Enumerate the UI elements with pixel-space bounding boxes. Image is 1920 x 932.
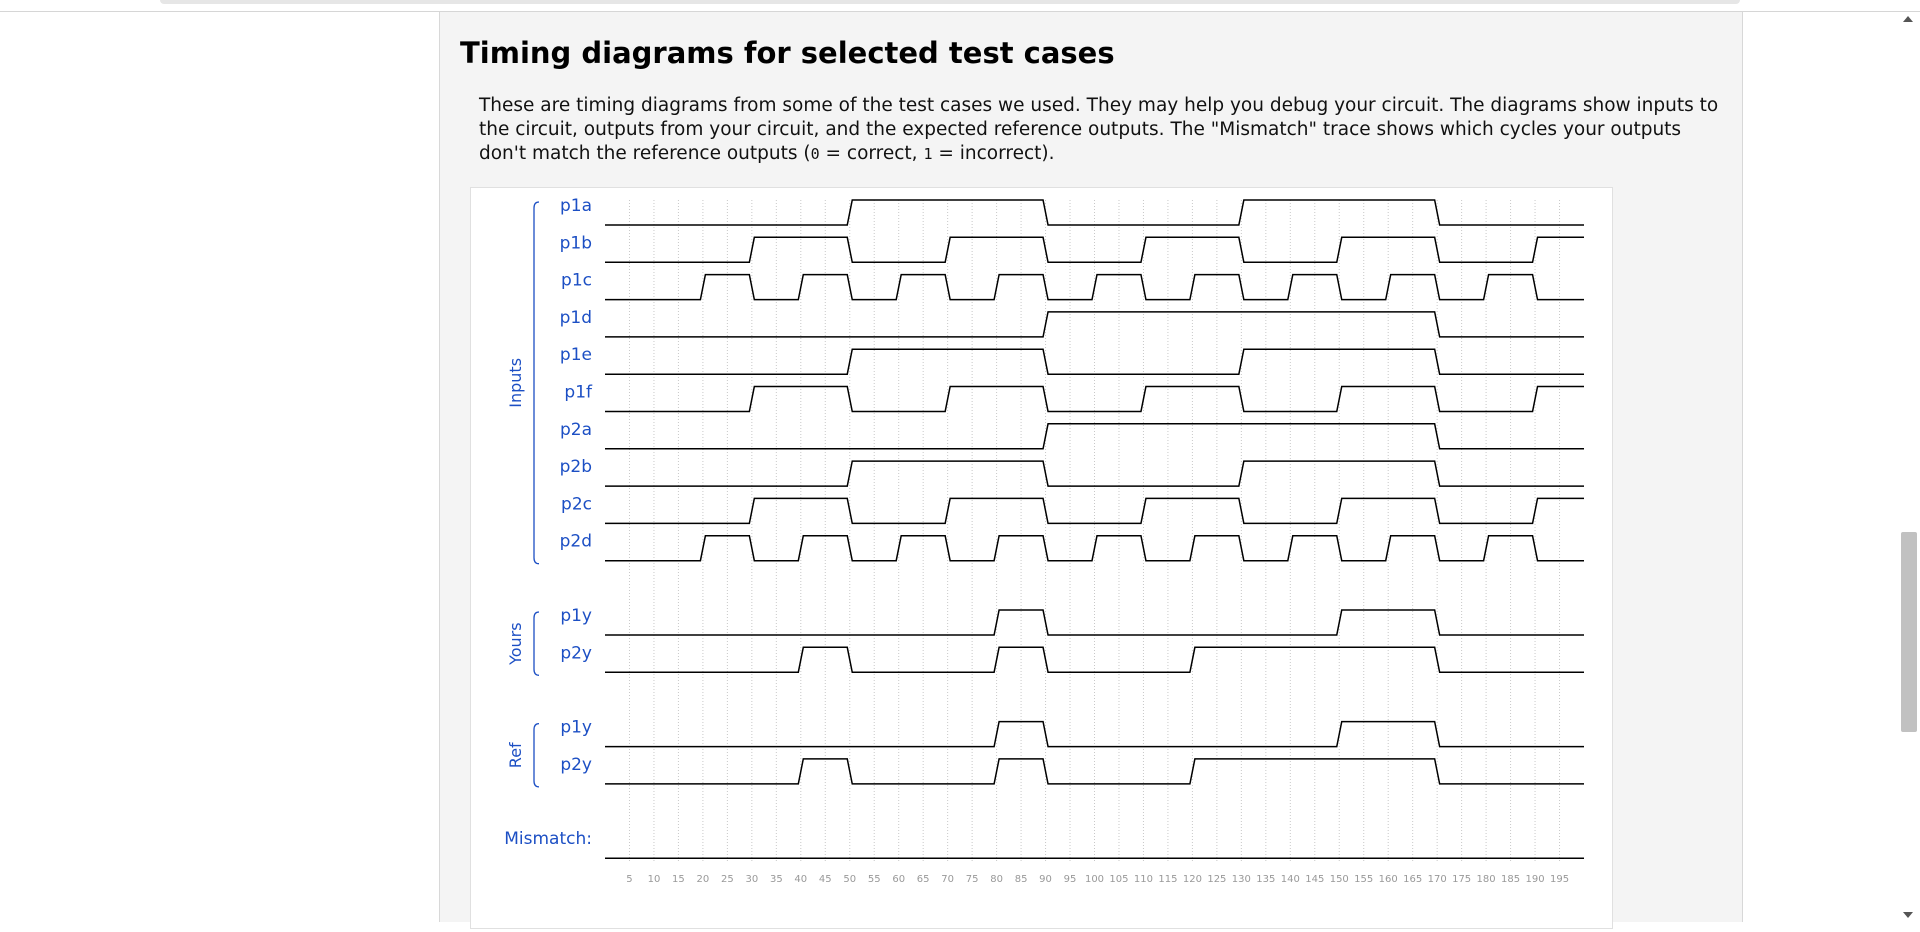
- tick-label: 35: [770, 874, 783, 885]
- signal-trace: [605, 497, 1584, 525]
- signal-label: p1d: [560, 308, 592, 328]
- tick-label: 115: [1158, 874, 1177, 885]
- tick-label: 160: [1379, 874, 1398, 885]
- signal-trace: [605, 273, 1584, 301]
- tick-label: 10: [648, 874, 661, 885]
- signal-trace: [605, 348, 1584, 375]
- signal-label: p1y: [560, 606, 592, 626]
- signal-label: p1a: [560, 196, 592, 216]
- timing-diagram: 5 10 15 20 25 30 35 40 45 50 55 60 65 70 75 80 85 90 95 100…: [470, 187, 1613, 929]
- signal-trace: [605, 199, 1584, 226]
- group-label: Yours: [506, 622, 525, 666]
- group-label: Ref: [506, 742, 525, 768]
- tick-label: 40: [794, 874, 807, 885]
- signal-label: Mismatch:: [504, 829, 592, 849]
- tick-label: 25: [721, 874, 734, 885]
- signal-trace: [605, 423, 1584, 450]
- tick-label: 150: [1330, 874, 1349, 885]
- tick-label: 5: [626, 874, 632, 885]
- tick-label: 110: [1134, 874, 1153, 885]
- signal-label: p2b: [560, 457, 592, 477]
- scroll-thumb[interactable]: [1901, 532, 1917, 732]
- signal-label: p2d: [560, 532, 592, 552]
- tick-label: 80: [990, 874, 1003, 885]
- top-divider: [0, 11, 1920, 12]
- signal-label: p2a: [560, 420, 592, 440]
- signal-label: p2y: [560, 755, 592, 775]
- signal-label: p1y: [560, 718, 592, 738]
- page-title: Timing diagrams for selected test cases: [460, 36, 1115, 70]
- tick-label: 170: [1428, 874, 1447, 885]
- signal-trace: [605, 758, 1584, 785]
- tick-label: 120: [1183, 874, 1202, 885]
- signal-trace: [605, 720, 1584, 748]
- intro-zero: 0: [810, 145, 820, 163]
- intro-one: 1: [923, 145, 933, 163]
- group-bracket: [533, 611, 540, 676]
- tick-label: 50: [843, 874, 856, 885]
- tick-label: 95: [1064, 874, 1077, 885]
- tick-label: 180: [1477, 874, 1496, 885]
- tick-label: 30: [745, 874, 758, 885]
- tick-label: 90: [1039, 874, 1052, 885]
- tick-label: 135: [1256, 874, 1275, 885]
- tick-label: 15: [672, 874, 685, 885]
- signal-label: p2y: [560, 643, 592, 663]
- signal-label: p1e: [560, 345, 592, 365]
- group-label: Inputs: [506, 358, 525, 408]
- intro-text-mid: = correct,: [819, 143, 924, 164]
- tick-label: 195: [1550, 874, 1569, 885]
- tick-label: 130: [1232, 874, 1251, 885]
- tick-label: 55: [868, 874, 881, 885]
- tick-label: 185: [1501, 874, 1520, 885]
- tick-label: 100: [1085, 874, 1104, 885]
- signal-label: p2c: [561, 494, 592, 514]
- signal-trace: [605, 609, 1584, 636]
- signal-trace: [605, 311, 1584, 338]
- tick-label: 175: [1452, 874, 1471, 885]
- signal-label: p1f: [564, 383, 593, 403]
- tick-label: 105: [1109, 874, 1128, 885]
- tick-label: 65: [917, 874, 930, 885]
- intro-text-end: = incorrect).: [932, 143, 1055, 164]
- signal-trace: [605, 534, 1584, 562]
- page-scrollbar[interactable]: [1898, 12, 1920, 922]
- signal-trace: [605, 236, 1584, 264]
- signal-trace: [605, 385, 1584, 413]
- signal-label: p1c: [561, 271, 592, 291]
- tick-label: 140: [1281, 874, 1300, 885]
- tick-label: 60: [892, 874, 905, 885]
- tick-label: 20: [697, 874, 710, 885]
- intro-text: These are timing diagrams from some of t…: [479, 95, 1719, 164]
- tick-label: 45: [819, 874, 832, 885]
- tick-label: 165: [1403, 874, 1422, 885]
- intro-paragraph: These are timing diagrams from some of t…: [479, 94, 1729, 166]
- tick-label: 155: [1354, 874, 1373, 885]
- signal-label: p1b: [560, 233, 592, 253]
- timing-diagram-svg: 5 10 15 20 25 30 35 40 45 50 55 60 65 70 75 80 85 90 95 100…: [504, 196, 1584, 885]
- group-bracket: [533, 722, 540, 788]
- signal-trace: [605, 646, 1584, 674]
- tick-label: 125: [1207, 874, 1226, 885]
- tick-label: 145: [1305, 874, 1324, 885]
- tick-label: 85: [1015, 874, 1028, 885]
- group-bracket: [533, 201, 540, 565]
- browser-top-tab: [160, 0, 1740, 4]
- signal-trace: [605, 460, 1584, 487]
- main-content: Timing diagrams for selected test cases …: [439, 12, 1743, 929]
- scroll-up-arrow-icon[interactable]: [1903, 16, 1913, 22]
- tick-label: 190: [1526, 874, 1545, 885]
- scroll-down-arrow-icon[interactable]: [1903, 912, 1913, 918]
- tick-label: 70: [941, 874, 954, 885]
- tick-label: 75: [966, 874, 979, 885]
